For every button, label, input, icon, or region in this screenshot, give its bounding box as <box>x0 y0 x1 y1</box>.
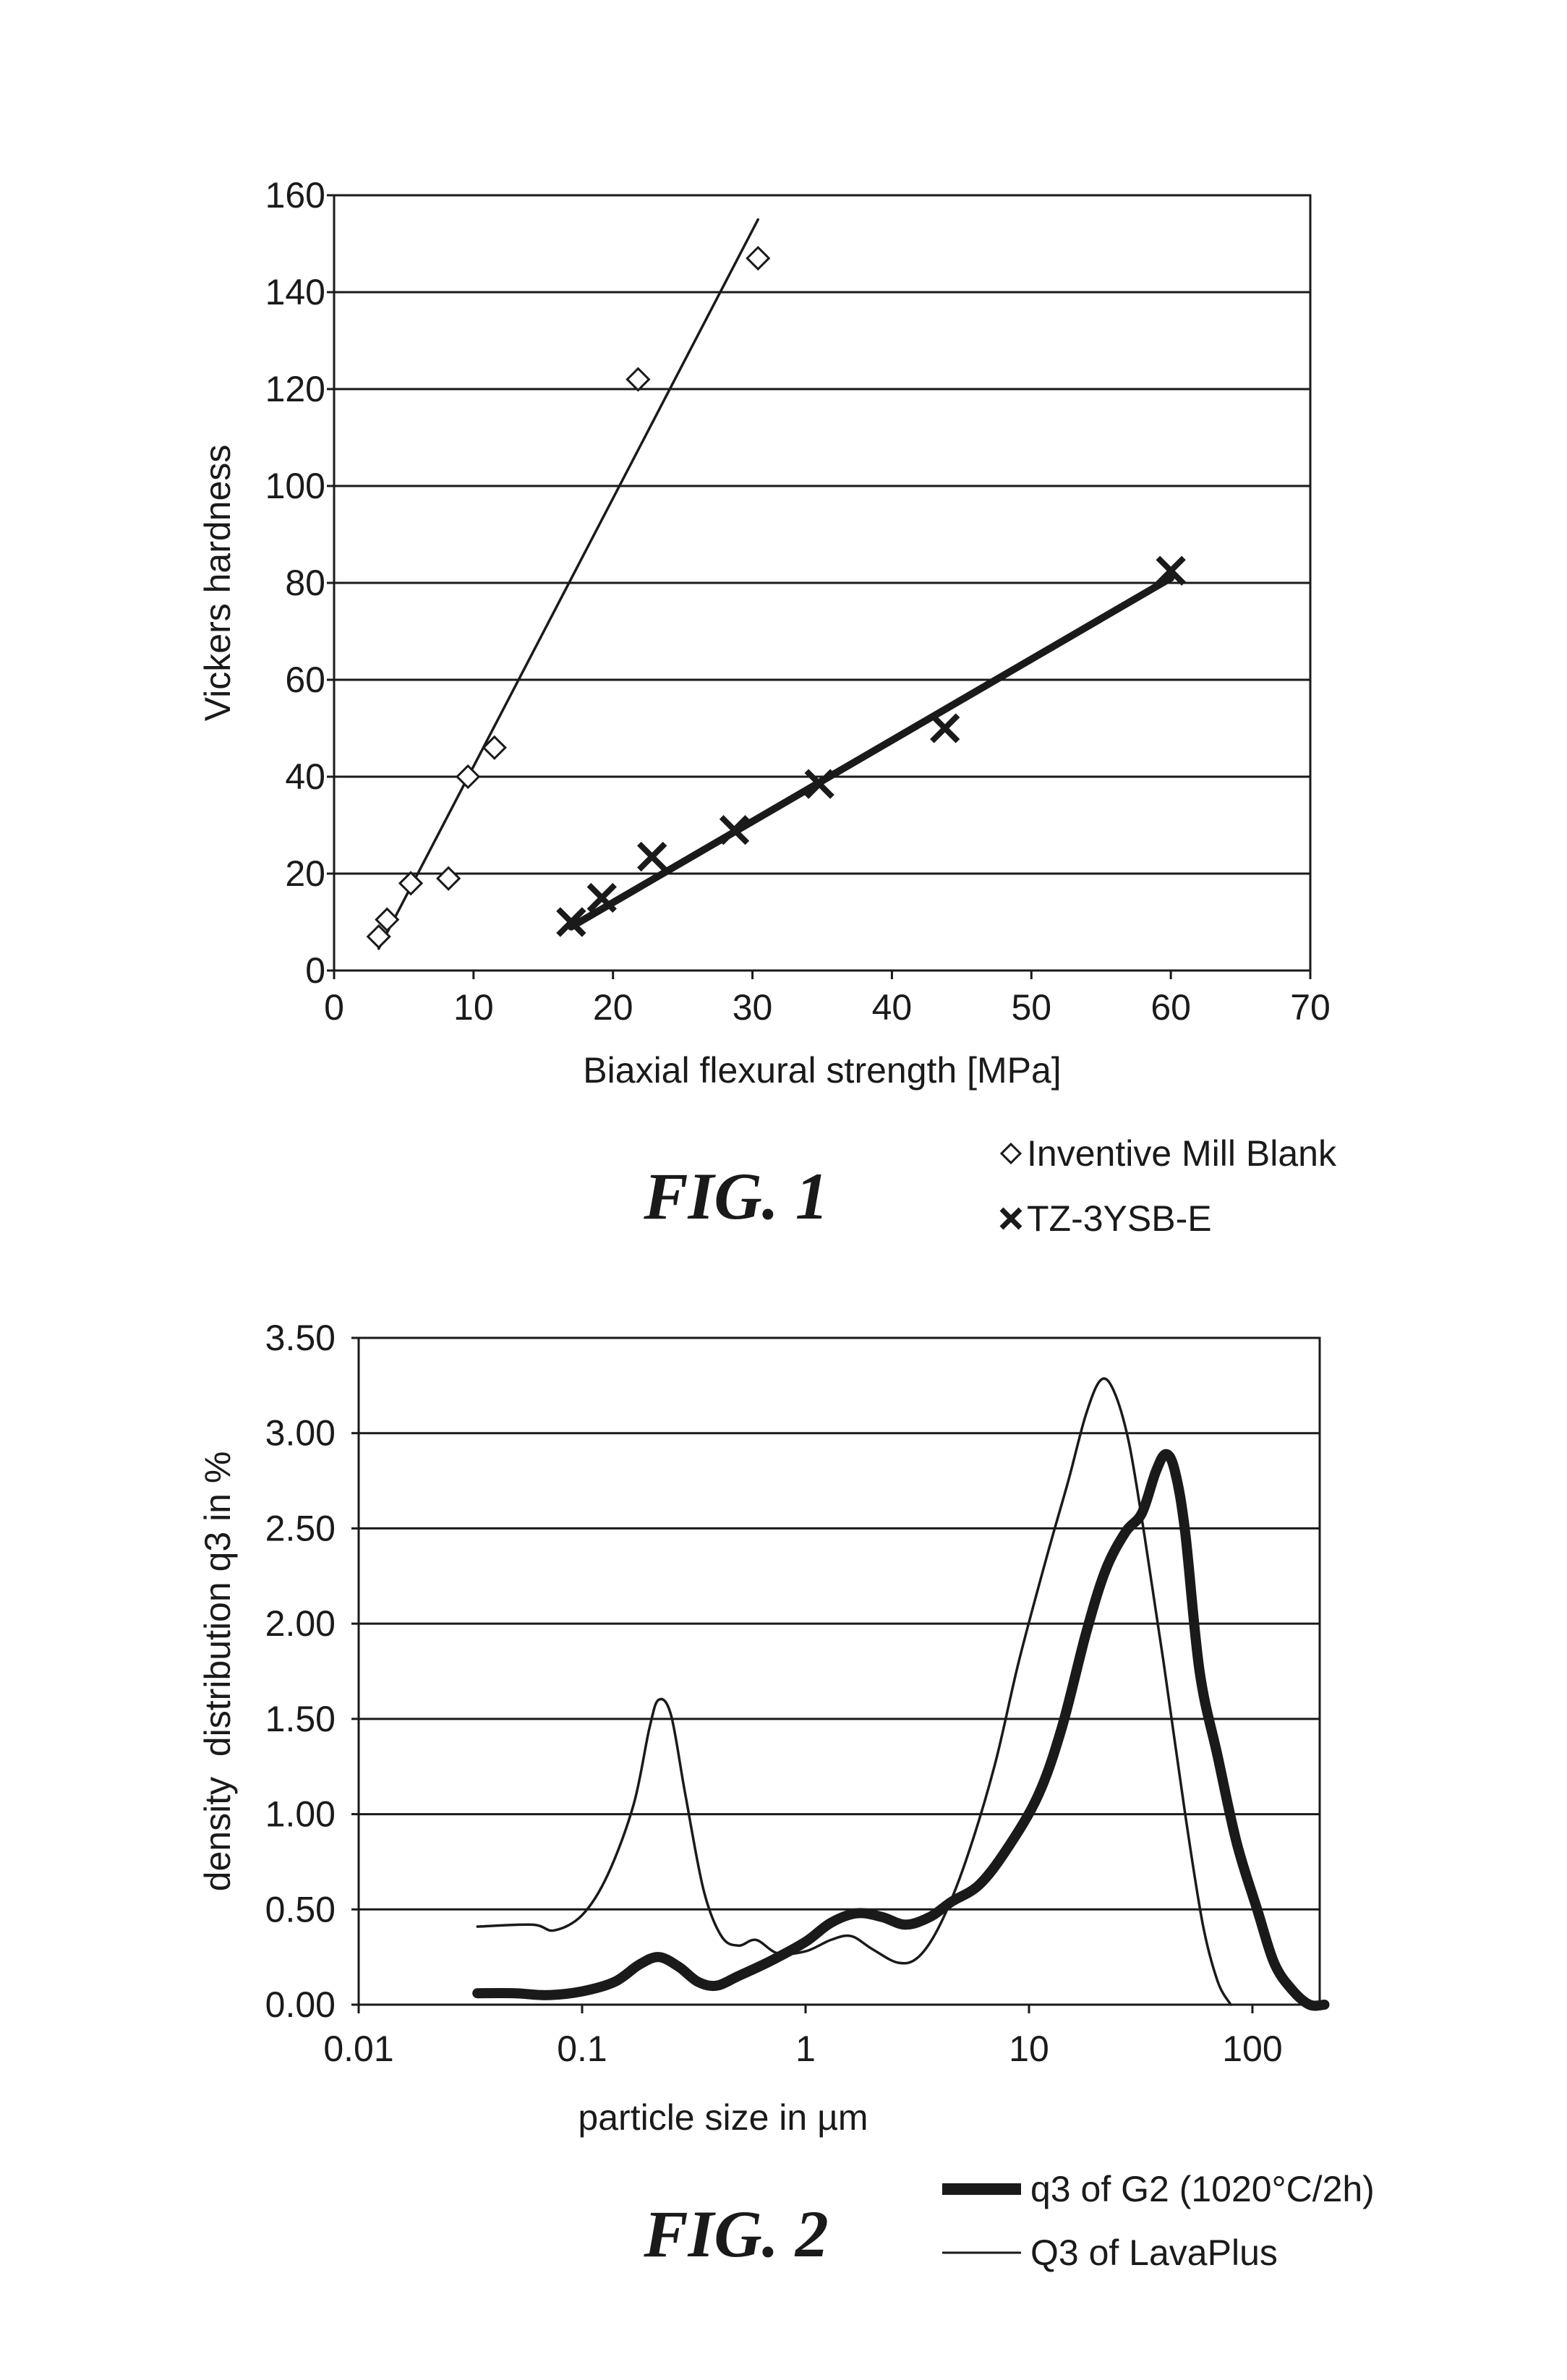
fig1-x-tick-label: 30 <box>733 987 773 1028</box>
fig1-y-tick-label: 120 <box>265 369 325 409</box>
legend-label-q3-of-g2: q3 of G2 (1020°C/2h) <box>1030 2169 1375 2209</box>
fig1-y-tick-label: 20 <box>285 853 325 894</box>
fig1-x-tick-label: 10 <box>453 987 494 1028</box>
fig2-y-tick-label: 2.50 <box>265 1508 336 1548</box>
fig1-x-axis-label: Biaxial flexural strength [MPa] <box>583 1050 1061 1091</box>
fig1-y-tick-labels: 0 20 40 60 80 100 120 140 160 <box>265 175 325 991</box>
fig2-y-tick-label: 0.00 <box>265 1984 336 2025</box>
fig2-y-tick-labels: 0.00 0.50 1.00 1.50 2.00 2.50 3.00 3.50 <box>265 1318 336 2025</box>
fig2-x-tick-labels: 0.01 0.1 1 10 100 <box>323 2029 1282 2069</box>
fig2-figure-label: FIG. 2 <box>643 2197 829 2271</box>
fig1-y-tick-label: 80 <box>285 563 325 603</box>
series-line-q3-of-g2 <box>477 1454 1324 2006</box>
fig2-y-axis-label: density distribution q3 in % <box>197 1451 238 1892</box>
fig1-x-tick-labels: 0 10 20 30 40 50 60 70 <box>324 987 1331 1028</box>
data-point-inventive-mill-blank <box>400 872 422 894</box>
fig1-y-tick-label: 140 <box>265 272 325 312</box>
fig1-x-tick-label: 50 <box>1011 987 1051 1028</box>
fig1-x-tick-label: 0 <box>324 987 344 1028</box>
fig2-plot-frame <box>359 1338 1320 2005</box>
fig1-y-axis-label: Vickers hardness <box>197 445 238 722</box>
legend-x-marker-icon <box>1002 1209 1020 1228</box>
fig1-x-tick-label: 60 <box>1150 987 1191 1028</box>
fig2-y-tick-label: 3.00 <box>265 1413 336 1454</box>
fig2-x-tick-label: 100 <box>1222 2029 1282 2069</box>
fig1-figure-label: FIG. 1 <box>643 1159 829 1233</box>
fig2-y-tick-label: 2.00 <box>265 1603 336 1644</box>
trendline-inventive-mill-blank <box>379 220 759 949</box>
legend-label-tz-3ysb-e: TZ-3YSB-E <box>1027 1198 1212 1239</box>
data-point-inventive-mill-blank <box>627 369 649 391</box>
legend-diamond-marker-icon <box>1002 1144 1020 1163</box>
fig1-x-tick-label: 20 <box>593 987 633 1028</box>
data-point-inventive-mill-blank <box>457 766 479 788</box>
fig2-y-tick-label: 1.50 <box>265 1699 336 1739</box>
fig1-y-tick-label: 100 <box>265 466 325 506</box>
fig2-gridlines <box>351 1338 1320 2013</box>
fig1-gridlines <box>327 195 1310 979</box>
legend-label-inventive-mill-blank: Inventive Mill Blank <box>1027 1133 1337 1174</box>
fig2-x-axis-label: particle size in µm <box>578 2097 868 2138</box>
legend-label-q3-of-lavaplus: Q3 of LavaPlus <box>1030 2232 1278 2273</box>
data-point-tz-3ysb-e <box>641 846 663 868</box>
fig2-y-tick-label: 0.50 <box>265 1889 336 1929</box>
fig2-series-lines <box>477 1378 1324 2005</box>
fig1-data-points <box>368 247 1182 947</box>
fig2-x-tick-label: 10 <box>1009 2029 1049 2069</box>
fig2-x-tick-label: 1 <box>795 2029 816 2069</box>
fig1-y-tick-label: 0 <box>305 950 325 991</box>
fig1-y-tick-label: 160 <box>265 175 325 216</box>
fig2-y-tick-label: 3.50 <box>265 1318 336 1358</box>
fig1-trendlines <box>379 220 1171 949</box>
data-point-tz-3ysb-e <box>934 717 956 739</box>
fig2-x-tick-label: 0.1 <box>557 2029 607 2069</box>
fig1-x-tick-label: 40 <box>872 987 913 1028</box>
fig2-x-tick-label: 0.01 <box>323 2029 393 2069</box>
fig1-y-tick-label: 40 <box>285 756 325 797</box>
fig1-legend: Inventive Mill Blank TZ-3YSB-E <box>1002 1133 1337 1239</box>
data-point-inventive-mill-blank <box>437 868 459 890</box>
figure-2: 0.00 0.50 1.00 1.50 2.00 2.50 3.00 3.50 0.01 0.1… <box>197 1318 1375 2273</box>
figure-1: 0 20 40 60 80 100 120 140 160 0 10 20 30 40 50 60 70 Bi… <box>197 175 1337 1239</box>
fig1-y-tick-label: 60 <box>285 660 325 700</box>
fig2-y-tick-label: 1.00 <box>265 1794 336 1835</box>
fig1-x-tick-label: 70 <box>1290 987 1331 1028</box>
data-point-inventive-mill-blank <box>747 247 769 269</box>
fig2-legend: q3 of G2 (1020°C/2h) Q3 of LavaPlus <box>942 2169 1375 2273</box>
